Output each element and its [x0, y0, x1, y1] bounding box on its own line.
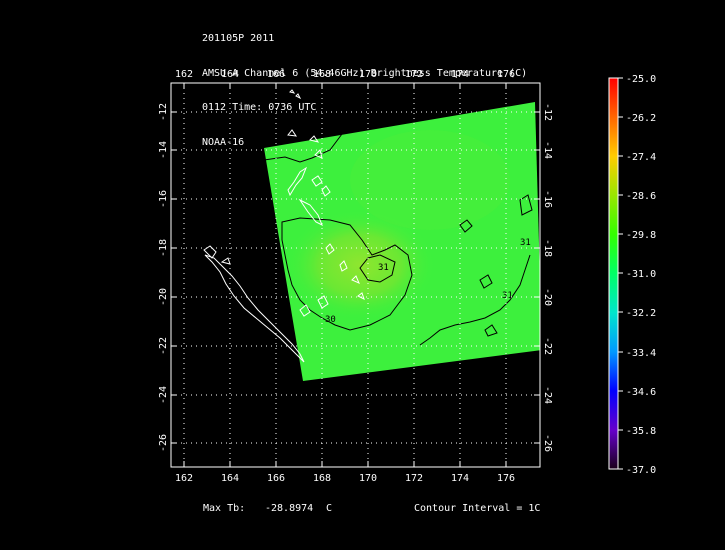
- lat-label: -24: [158, 386, 169, 404]
- lon-label: 174: [451, 69, 469, 80]
- contour-label: 31: [502, 291, 513, 301]
- lat-label: -14: [158, 141, 169, 159]
- lat-label: -26: [158, 434, 169, 452]
- lon-label: 170: [359, 69, 377, 80]
- lon-label: 168: [313, 473, 331, 484]
- lat-label: -18: [542, 239, 553, 257]
- lon-label: 176: [497, 473, 515, 484]
- header-time: 0112 Time: 0736 UTC: [202, 102, 317, 113]
- tick-marks: [171, 83, 540, 467]
- lon-label: 168: [313, 69, 331, 80]
- colorbar-label: -28.6: [626, 191, 656, 202]
- colorbar-label: -29.8: [626, 230, 656, 241]
- max-tb-value: -28.8974: [265, 503, 314, 514]
- colorbar-label: -31.0: [626, 269, 656, 280]
- colorbar-gradient: [608, 77, 619, 470]
- lat-label: -12: [542, 103, 553, 121]
- colorbar: -25.0 -26.2 -27.4 -28.6 -29.8 -31.0 -32.…: [608, 74, 656, 476]
- lat-label: -22: [158, 337, 169, 355]
- max-tb-unit: C: [326, 503, 333, 514]
- lon-label: 166: [267, 69, 285, 80]
- brightness-swath: [264, 102, 540, 381]
- contour-label: 31: [520, 238, 531, 248]
- contour-labels: 31 31 30 31: [325, 238, 531, 325]
- lon-label: 162: [175, 473, 193, 484]
- contours: [263, 117, 533, 346]
- lat-label: -22: [542, 337, 553, 355]
- lon-label: 170: [359, 473, 377, 484]
- lon-label: 172: [405, 69, 423, 80]
- contour-interval: Contour Interval = 1C: [414, 503, 541, 514]
- lon-label: 164: [221, 473, 239, 484]
- colorbar-ticks: [618, 77, 623, 470]
- lat-label: -20: [158, 288, 169, 306]
- colorbar-label: -26.2: [626, 113, 656, 124]
- lon-labels-top: 162 164 166 168 170 172 174 176: [175, 69, 515, 80]
- contour-label: 31: [378, 263, 389, 273]
- lon-label: 164: [221, 69, 239, 80]
- lat-label: -26: [542, 434, 553, 452]
- coastlines: [203, 89, 365, 363]
- lon-label: 162: [175, 69, 193, 80]
- lat-label: -14: [542, 141, 553, 159]
- lat-label: -16: [542, 190, 553, 208]
- lat-label: -18: [158, 239, 169, 257]
- map-frame: [170, 82, 541, 468]
- contour-label: 30: [325, 315, 336, 325]
- max-tb-label: Max Tb:: [203, 503, 246, 514]
- colorbar-label: -34.6: [626, 387, 656, 398]
- colorbar-label: -27.4: [626, 152, 656, 163]
- colorbar-label: -32.2: [626, 308, 656, 319]
- lat-labels-right: -12 -14 -16 -18 -20 -22 -24 -26: [542, 103, 553, 452]
- graticule: [171, 83, 540, 467]
- colorbar-label: -35.8: [626, 426, 656, 437]
- header-storm-id: 201105P 2011: [202, 33, 275, 44]
- header-satellite: NOAA-16: [202, 136, 245, 148]
- header-product: AMSU-A Channel 6 (54.46GHz) Brightness T…: [202, 67, 528, 79]
- lat-label: -12: [158, 103, 169, 121]
- colorbar-label: -25.0: [626, 74, 656, 85]
- lat-labels-left: -12 -14 -16 -18 -20 -22 -24 -26: [158, 103, 169, 452]
- lat-label: -16: [158, 190, 169, 208]
- lon-label: 166: [267, 473, 285, 484]
- header: 201105P 2011 AMSU-A Channel 6 (54.46GHz)…: [202, 10, 527, 160]
- lon-label: 176: [497, 69, 515, 80]
- lat-label: -20: [542, 288, 553, 306]
- colorbar-label: -33.4: [626, 348, 656, 359]
- lon-labels-bottom: 162 164 166 168 170 172 174 176: [175, 473, 515, 484]
- lat-label: -24: [542, 386, 553, 404]
- lon-label: 174: [451, 473, 469, 484]
- colorbar-label: -37.0: [626, 465, 656, 476]
- lon-label: 172: [405, 473, 423, 484]
